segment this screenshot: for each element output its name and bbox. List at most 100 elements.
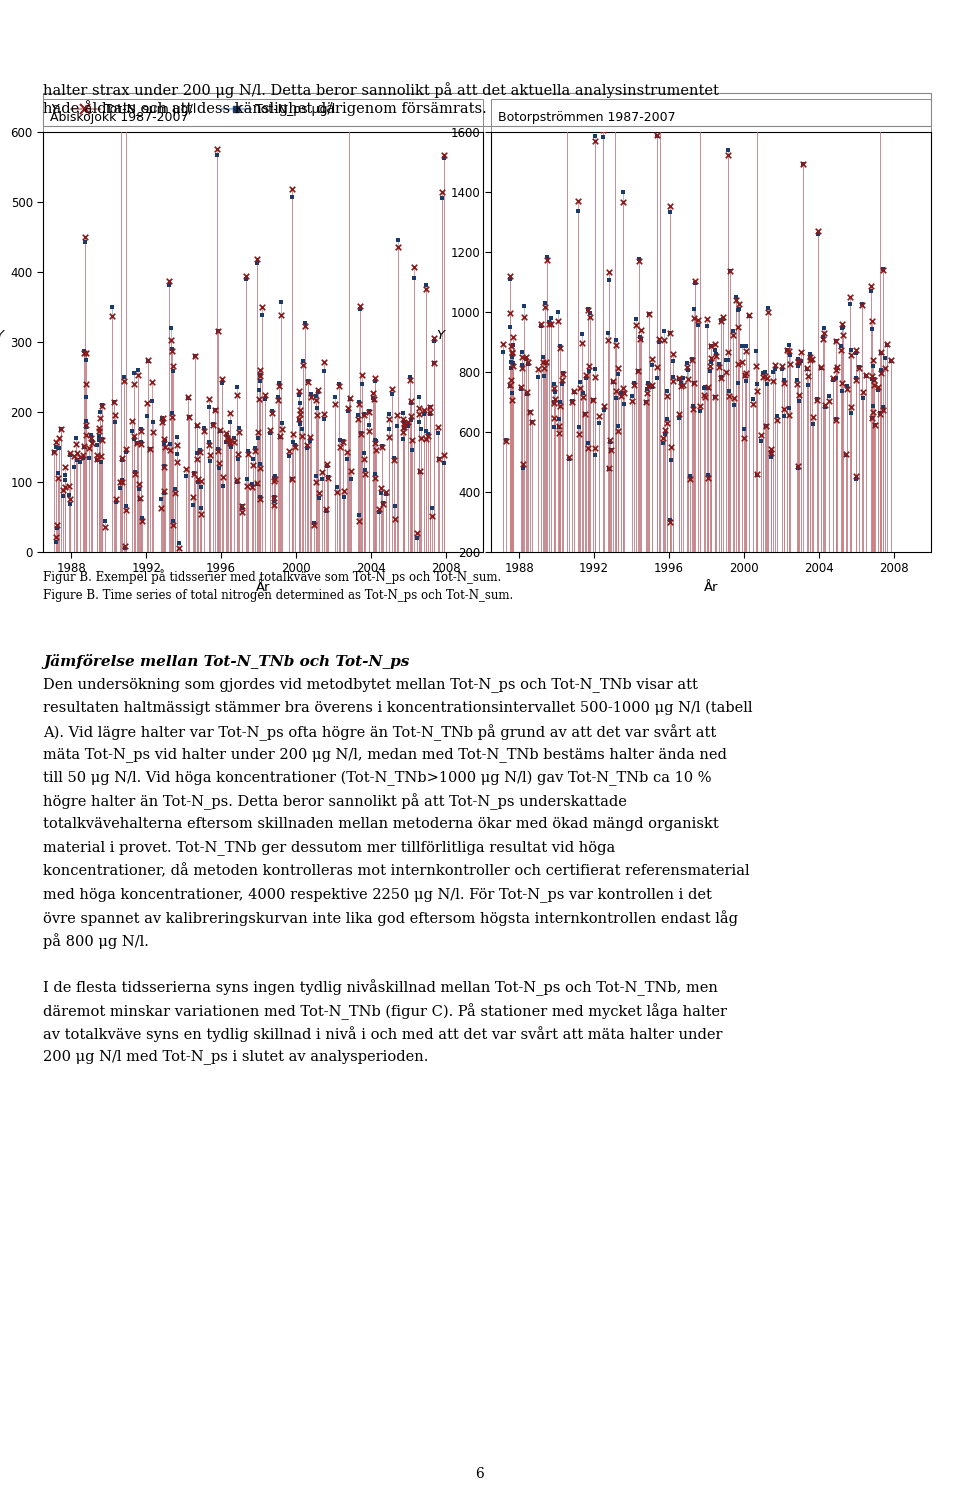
Point: [588, 357, 603, 381]
Text: på 800 μg N/l.: på 800 μg N/l.: [43, 932, 149, 949]
Point: [684, 348, 700, 372]
Point: [503, 267, 518, 291]
Point: [791, 349, 806, 373]
Point: [49, 516, 64, 540]
Point: [426, 351, 442, 375]
Point: [306, 511, 322, 535]
Point: [79, 340, 94, 364]
Point: [250, 247, 265, 271]
Point: [193, 475, 208, 499]
Point: [671, 406, 686, 430]
Point: [658, 423, 673, 447]
X-axis label: År: År: [704, 580, 718, 594]
Point: [601, 456, 616, 480]
Point: [555, 372, 570, 396]
Point: [865, 394, 880, 418]
Point: [165, 354, 180, 378]
Point: [859, 364, 875, 388]
Point: [828, 406, 844, 430]
Point: [625, 388, 640, 412]
Point: [48, 531, 63, 555]
Point: [375, 492, 391, 516]
Point: [520, 349, 536, 373]
Point: [117, 537, 132, 561]
Point: [518, 348, 534, 372]
Point: [825, 367, 840, 391]
Point: [311, 481, 326, 505]
Point: [412, 396, 427, 420]
Point: [722, 259, 737, 283]
Point: [760, 295, 776, 319]
Point: [353, 423, 369, 447]
Point: [201, 387, 216, 411]
Point: [292, 379, 307, 403]
Point: [300, 369, 316, 393]
Point: [311, 486, 326, 510]
Point: [543, 306, 559, 330]
Point: [374, 435, 390, 459]
Point: [633, 325, 648, 349]
Point: [828, 408, 844, 432]
Point: [362, 420, 377, 444]
Point: [114, 471, 130, 495]
Text: däremot minskar variationen med Tot-N_TNb (figur C). På stationer med mycket låg: däremot minskar variationen med Tot-N_TN…: [43, 1003, 728, 1019]
Point: [608, 108, 623, 132]
Point: [825, 366, 840, 390]
Point: [412, 385, 427, 409]
Point: [205, 412, 221, 436]
Point: [737, 363, 753, 387]
Point: [686, 372, 702, 396]
Point: [615, 376, 631, 400]
Point: [609, 333, 624, 357]
Point: [514, 378, 529, 402]
Point: [230, 442, 246, 466]
Point: [94, 394, 109, 418]
Point: [750, 372, 765, 396]
Point: [656, 318, 671, 342]
Point: [662, 510, 678, 534]
Point: [700, 466, 715, 490]
Point: [222, 402, 237, 426]
Point: [504, 345, 519, 369]
Point: [535, 351, 550, 375]
Point: [665, 369, 681, 393]
Point: [848, 337, 863, 361]
Point: [546, 415, 562, 439]
Point: [596, 399, 612, 423]
Point: [683, 468, 698, 492]
Point: [731, 298, 746, 322]
Point: [165, 508, 180, 532]
Point: [671, 367, 686, 391]
Point: [795, 153, 810, 177]
Point: [75, 444, 90, 468]
Point: [555, 361, 570, 385]
Point: [292, 397, 307, 421]
Point: [422, 400, 438, 424]
Point: [713, 366, 729, 390]
Point: [92, 406, 108, 430]
Point: [390, 235, 405, 259]
Point: [721, 348, 736, 372]
Point: [114, 448, 130, 472]
Point: [266, 469, 281, 493]
Point: [876, 258, 891, 282]
Point: [118, 495, 133, 519]
Point: [194, 502, 209, 526]
Point: [209, 138, 225, 162]
Point: [595, 124, 611, 148]
Point: [805, 405, 821, 429]
Point: [403, 405, 419, 429]
Point: [124, 420, 139, 444]
Point: [162, 438, 178, 462]
Point: [551, 309, 566, 333]
Point: [776, 367, 791, 391]
Point: [640, 370, 656, 394]
Point: [864, 367, 879, 391]
Point: [131, 363, 146, 387]
Text: 200 μg N/l med Tot-N_ps i slutet av analysperioden.: 200 μg N/l med Tot-N_ps i slutet av anal…: [43, 1049, 428, 1064]
Point: [309, 403, 324, 427]
Point: [662, 321, 678, 345]
Point: [656, 328, 671, 352]
Point: [84, 426, 99, 450]
Point: [230, 447, 246, 471]
